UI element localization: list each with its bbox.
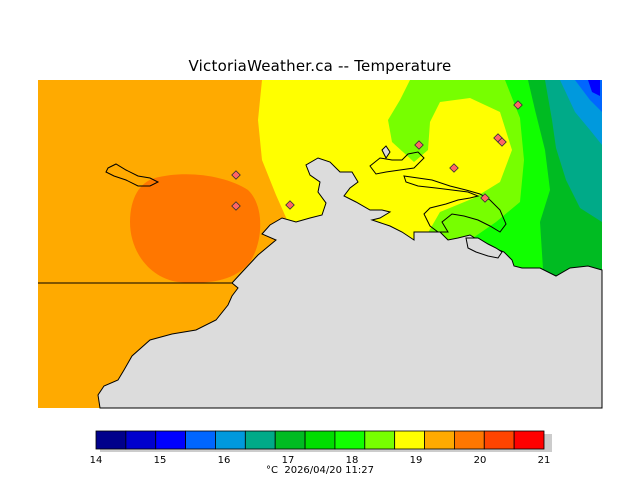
legend-tick-label: 16 (217, 455, 231, 466)
legend-swatch (185, 430, 216, 450)
land-mass (38, 157, 603, 409)
station-marker[interactable] (449, 163, 459, 173)
legend-swatch (125, 430, 157, 450)
legend-swatch (215, 430, 246, 450)
legend-swatch (155, 430, 187, 450)
legend-swatch (483, 430, 515, 450)
unit-label: °C (266, 465, 278, 476)
weather-stations (231, 100, 523, 211)
timestamp: 2026/04/20 11:27 (284, 465, 374, 476)
legend-tick-label: 20 (473, 455, 487, 466)
island-small (381, 145, 391, 159)
legend-swatch (394, 430, 425, 450)
station-marker[interactable] (513, 100, 523, 110)
legend-tick-label: 15 (153, 455, 167, 466)
station-marker[interactable] (231, 170, 241, 180)
legend-swatch (304, 430, 336, 450)
legend-tick-label: 14 (89, 455, 103, 466)
zone-20 (130, 174, 261, 283)
legend-tick-label: 21 (537, 455, 551, 466)
legend-swatch (364, 430, 396, 450)
legend-swatch (513, 430, 545, 450)
station-marker[interactable] (480, 193, 490, 203)
station-marker[interactable] (414, 140, 424, 150)
legend-swatch (95, 430, 127, 450)
legend-tick-label: 19 (409, 455, 423, 466)
station-marker[interactable] (285, 200, 295, 210)
legend-caption: °C 2026/04/20 11:27 (0, 465, 640, 476)
legend-swatch (244, 430, 276, 450)
legend-swatch (424, 430, 455, 450)
harbour-inlet (369, 151, 425, 175)
zone-15 (588, 80, 600, 96)
legend-tick-label: 18 (345, 455, 359, 466)
peninsula-east (465, 237, 503, 259)
station-marker[interactable] (231, 201, 241, 211)
legend-swatch (453, 430, 485, 450)
island (105, 163, 160, 187)
legend-swatch (334, 430, 366, 450)
station-marker[interactable] (497, 137, 507, 147)
legend-tick-label: 17 (281, 455, 295, 466)
legend-swatch (274, 430, 306, 450)
map-title: VictoriaWeather.ca -- Temperature (188, 57, 452, 75)
